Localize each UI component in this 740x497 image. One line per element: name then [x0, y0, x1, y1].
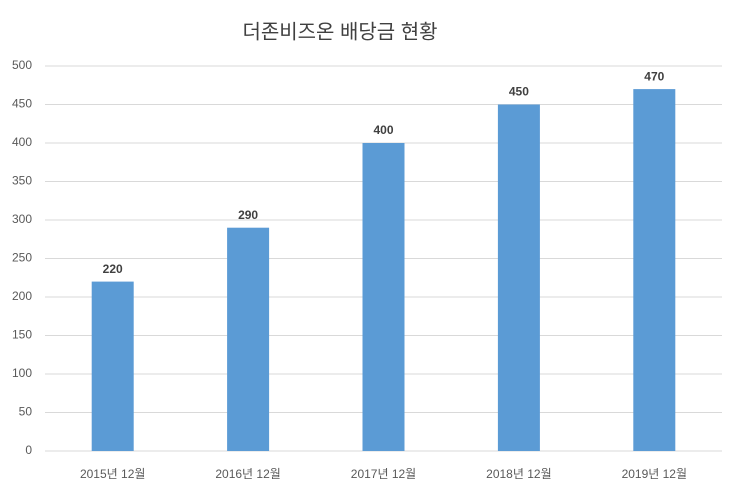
- x-tick-label: 2016년 12월: [215, 467, 280, 481]
- y-tick-label: 450: [12, 97, 32, 111]
- y-tick-label: 300: [12, 212, 32, 226]
- bar: [362, 143, 405, 451]
- y-tick-label: 500: [12, 58, 32, 72]
- x-tick-label: 2017년 12월: [351, 467, 416, 481]
- y-tick-label: 250: [12, 251, 32, 265]
- chart-title: 더존비즈온 배당금 현황: [242, 20, 437, 43]
- value-label: 290: [238, 208, 258, 222]
- bar: [227, 227, 270, 451]
- y-tick-label: 400: [12, 135, 32, 149]
- y-tick-label: 0: [25, 443, 32, 457]
- y-tick-label: 150: [12, 328, 32, 342]
- x-tick-label: 2018년 12월: [486, 467, 551, 481]
- value-label: 470: [644, 69, 664, 83]
- x-tick-label: 2019년 12월: [622, 467, 687, 481]
- y-tick-label: 100: [12, 366, 32, 380]
- x-tick-label: 2015년 12월: [80, 467, 145, 481]
- y-tick-label: 200: [12, 289, 32, 303]
- value-label: 400: [373, 123, 393, 137]
- y-tick-label: 350: [12, 174, 32, 188]
- value-label: 450: [509, 85, 529, 99]
- bar: [633, 89, 676, 451]
- bar: [497, 104, 540, 451]
- value-label: 220: [103, 262, 123, 276]
- y-tick-label: 50: [19, 405, 33, 419]
- bar: [91, 281, 134, 451]
